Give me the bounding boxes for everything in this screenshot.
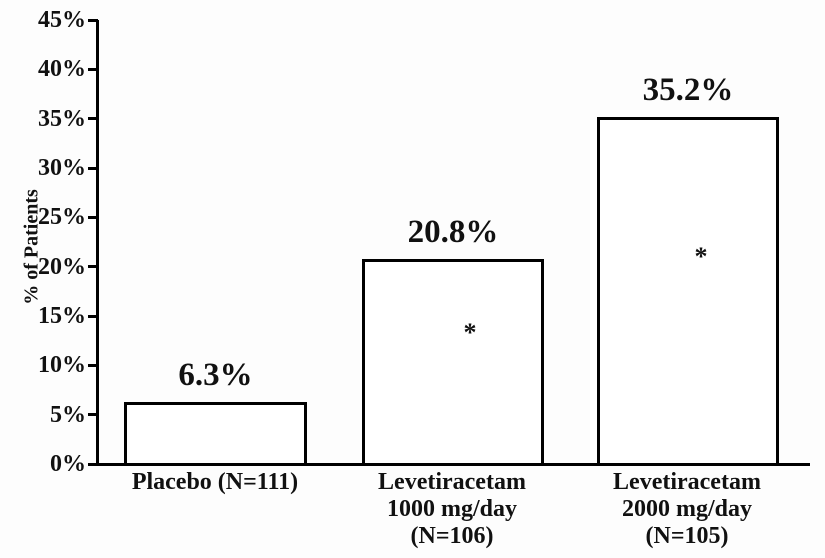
y-tick-label: 35% xyxy=(38,106,86,132)
y-axis-tick xyxy=(88,19,98,22)
significance-asterisk: * xyxy=(694,242,708,271)
y-tick-label: 10% xyxy=(38,352,86,378)
significance-asterisk: * xyxy=(463,318,477,347)
y-axis-tick xyxy=(88,68,98,71)
bar-placebo xyxy=(124,402,307,466)
y-tick-label: 40% xyxy=(38,56,86,82)
x-tick-label-levetiracetam-1000: Levetiracetam 1000 mg/day (N=106) xyxy=(378,469,526,549)
y-tick-label: 5% xyxy=(50,402,86,428)
y-tick-label: 45% xyxy=(38,7,86,33)
y-tick-label: 30% xyxy=(38,155,86,181)
y-axis-tick xyxy=(88,315,98,318)
x-tick-label-placebo: Placebo (N=111) xyxy=(131,469,299,495)
bar-value-label: 6.3% xyxy=(178,357,253,393)
y-axis-tick xyxy=(88,117,98,120)
bar-value-label: 35.2% xyxy=(642,72,734,108)
y-axis-tick xyxy=(88,216,98,219)
y-tick-label: 0% xyxy=(50,451,86,477)
y-axis-tick xyxy=(88,265,98,268)
y-axis-tick xyxy=(88,167,98,170)
y-tick-label: 20% xyxy=(38,254,86,280)
y-axis-line xyxy=(96,20,99,466)
bar-levetiracetam-2000 xyxy=(597,117,779,466)
y-tick-label: 25% xyxy=(38,204,86,230)
bar-levetiracetam-1000 xyxy=(362,259,544,466)
y-axis-tick xyxy=(88,413,98,416)
bar-value-label: 20.8% xyxy=(407,214,499,250)
y-axis-tick xyxy=(88,364,98,367)
x-tick-label-levetiracetam-2000: Levetiracetam 2000 mg/day (N=105) xyxy=(613,469,761,549)
y-tick-label: 15% xyxy=(38,303,86,329)
